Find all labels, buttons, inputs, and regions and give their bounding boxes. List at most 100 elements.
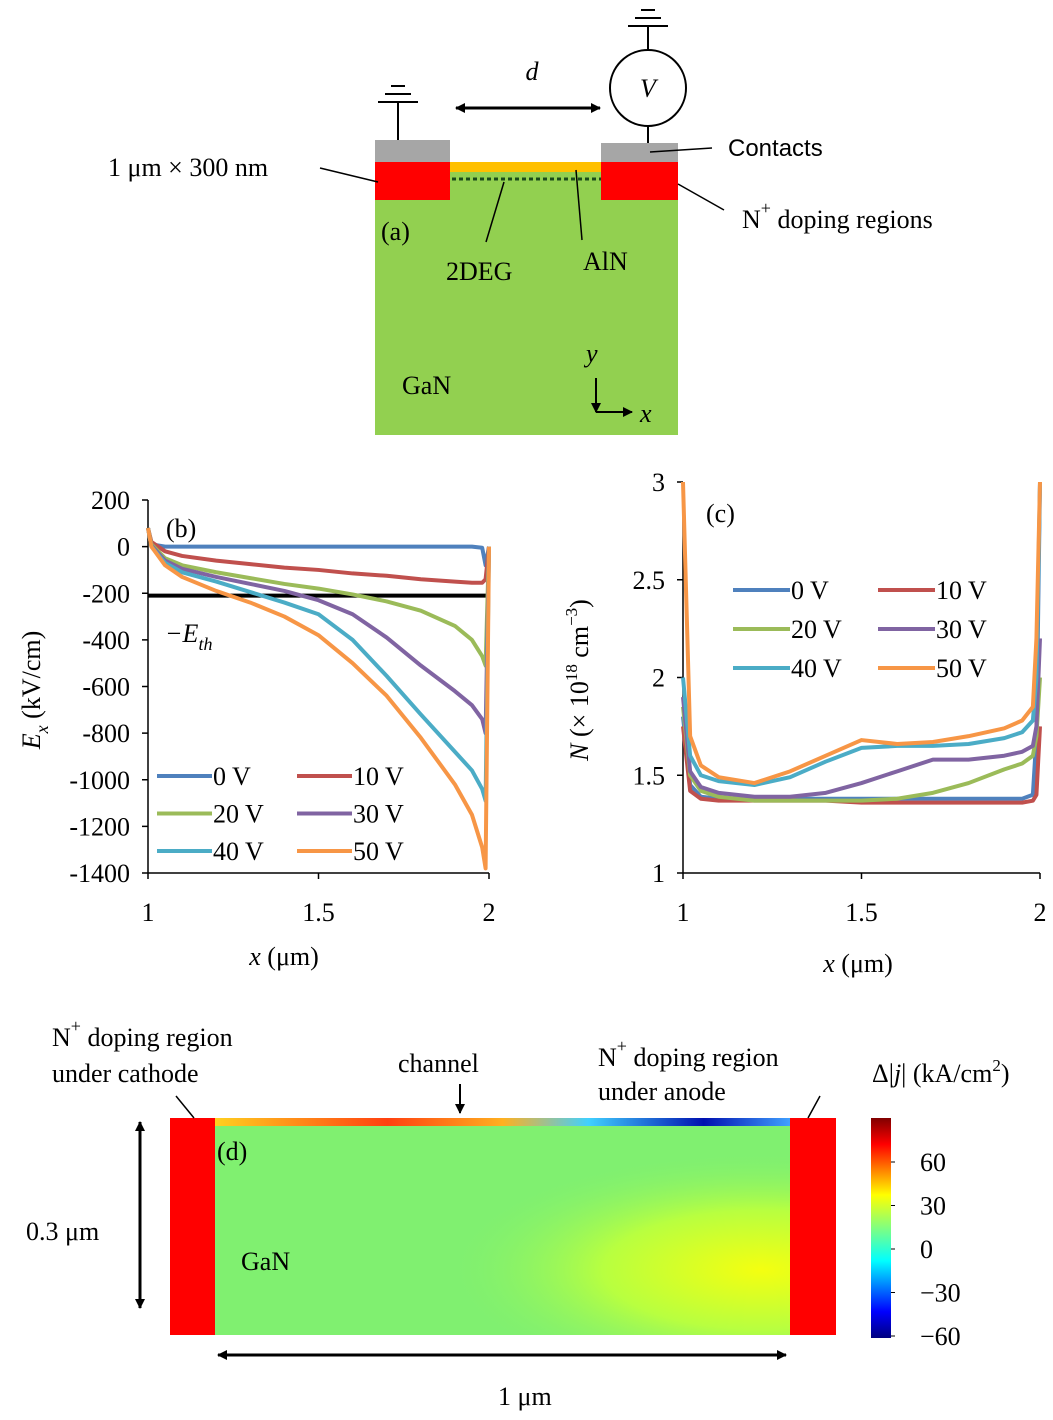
doping-label: N+ doping regions <box>742 198 933 234</box>
series-line <box>146 527 491 736</box>
x-tick-label: 2 <box>1034 898 1047 927</box>
colorbar-tick-label: −60 <box>920 1322 961 1351</box>
x-tick-label: 1 <box>677 898 690 927</box>
y-tick-label: -800 <box>82 719 130 748</box>
legend-label: 0 V <box>791 576 829 605</box>
y-tick-label: 2 <box>652 664 665 693</box>
legend-label: 30 V <box>353 800 404 829</box>
y-tick-label: 3 <box>652 468 665 497</box>
doping-region <box>601 162 678 200</box>
y-axis-label: Ex (kV/cm) <box>17 631 52 750</box>
series-line <box>681 482 1042 788</box>
colorbar <box>871 1118 891 1338</box>
plot-area <box>681 482 1042 805</box>
y-tick-label: -1000 <box>69 766 130 795</box>
y-tick-label: -400 <box>82 626 130 655</box>
axis-x-label: x <box>639 399 652 428</box>
legend-label: 10 V <box>353 762 404 791</box>
x-axis-label: x (μm) <box>822 949 893 978</box>
panel-a: d V 1 μm × 300 nm Contacts N+ doping reg… <box>108 9 933 435</box>
panel-tag: (d) <box>217 1137 247 1166</box>
series-line <box>681 482 1042 786</box>
plot-area <box>146 527 491 871</box>
width-label: 1 μm <box>498 1382 552 1411</box>
gan-substrate <box>375 162 678 435</box>
anode-label: N+ doping region under anode <box>598 1036 779 1106</box>
doping-region <box>170 1118 215 1335</box>
height-label: 0.3 μm <box>26 1217 99 1246</box>
threshold-label: −Eth <box>165 619 212 654</box>
series-line <box>146 527 491 803</box>
series-line <box>146 527 491 871</box>
channel-strip <box>215 1118 790 1126</box>
leader <box>175 1095 195 1119</box>
doping-region <box>375 162 450 200</box>
substrate-label: GaN <box>241 1247 290 1276</box>
series-line <box>681 677 1042 803</box>
panel-tag: (c) <box>706 499 735 528</box>
legend-label: 20 V <box>213 800 264 829</box>
colorbar-title: Δ|j| (kA/cm2) <box>872 1056 1009 1088</box>
twodeg-label: 2DEG <box>446 257 512 286</box>
source <box>609 9 687 143</box>
cathode-label: N+ doping region under cathode <box>52 1016 233 1088</box>
x-axis-label: x (μm) <box>248 942 319 971</box>
source-label: V <box>640 74 659 103</box>
panel-tag: (b) <box>166 514 196 543</box>
contacts-label: Contacts <box>728 135 823 162</box>
series-line <box>146 527 491 585</box>
y-tick-label: 200 <box>91 486 130 515</box>
panel-tag: (a) <box>381 217 410 246</box>
y-tick-label: -1400 <box>69 859 130 888</box>
series-line <box>146 527 491 668</box>
y-tick-label: 1.5 <box>633 761 666 790</box>
axes-icon <box>596 378 632 412</box>
colorbar-tick-label: 30 <box>920 1192 946 1221</box>
contact <box>375 140 450 162</box>
leader <box>319 167 379 183</box>
gap-label: d <box>526 57 540 86</box>
contact <box>601 143 678 162</box>
barrier-label: AlN <box>583 247 628 276</box>
ground-left <box>378 85 418 140</box>
leader <box>677 183 725 211</box>
channel-label: channel <box>398 1049 479 1078</box>
legend-label: 40 V <box>213 837 264 866</box>
x-tick-label: 1.5 <box>845 898 878 927</box>
y-tick-label: 0 <box>117 533 130 562</box>
y-axis-label: N (× 1018 cm−3) <box>562 599 594 762</box>
series-line <box>146 527 491 568</box>
y-tick-label: -1200 <box>69 812 130 841</box>
axis-y-label: y <box>583 339 598 368</box>
x-tick-label: 1 <box>142 898 155 927</box>
field-hotspot <box>215 1118 790 1335</box>
x-tick-label: 1.5 <box>302 898 335 927</box>
y-tick-label: -600 <box>82 673 130 702</box>
panel-d: N+ doping region under cathode channel N+… <box>26 1016 1009 1411</box>
doping-region <box>790 1118 836 1335</box>
legend-label: 40 V <box>791 654 842 683</box>
legend-label: 30 V <box>936 615 987 644</box>
legend-label: 0 V <box>213 762 251 791</box>
leader <box>575 169 583 241</box>
legend-label: 50 V <box>936 654 987 683</box>
y-tick-label: -200 <box>82 579 130 608</box>
x-tick-label: 2 <box>483 898 496 927</box>
legend-label: 50 V <box>353 837 404 866</box>
y-tick-label: 1 <box>652 859 665 888</box>
leader <box>649 147 713 153</box>
series-line <box>681 726 1042 805</box>
aln-barrier <box>450 162 601 172</box>
substrate-label: GaN <box>402 371 451 400</box>
colorbar-tick-label: −30 <box>920 1279 961 1308</box>
leader <box>807 1095 821 1119</box>
size-label: 1 μm × 300 nm <box>108 153 268 182</box>
series-line <box>681 638 1042 799</box>
legend-label: 10 V <box>936 576 987 605</box>
y-tick-label: 2.5 <box>633 566 666 595</box>
legend-label: 20 V <box>791 615 842 644</box>
leader <box>485 181 505 243</box>
colorbar-tick-label: 60 <box>920 1148 946 1177</box>
colorbar-tick-label: 0 <box>920 1235 933 1264</box>
